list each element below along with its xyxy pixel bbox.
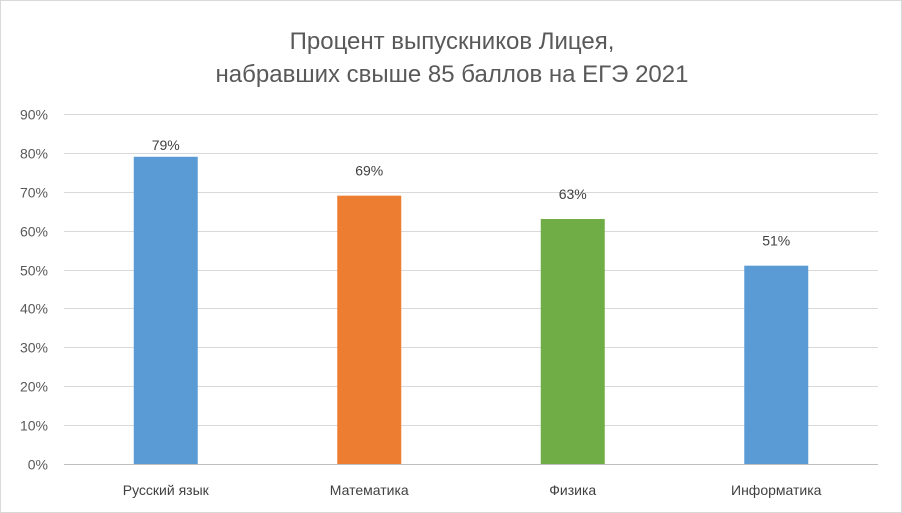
- y-tick-label: 0%: [28, 457, 48, 473]
- data-label: 79%: [152, 137, 180, 153]
- y-tick-label: 40%: [20, 301, 48, 317]
- bars: [133, 156, 809, 464]
- data-label: 63%: [559, 186, 587, 202]
- bar-2: [337, 195, 402, 464]
- y-tick-label: 70%: [20, 185, 48, 201]
- bar-4: [744, 265, 809, 464]
- y-tick-label: 60%: [20, 224, 48, 240]
- x-category-label: Физика: [549, 482, 596, 498]
- y-tick-label: 90%: [20, 107, 48, 123]
- y-tick-label: 80%: [20, 146, 48, 162]
- bar-1: [133, 156, 198, 464]
- chart-title-line-2: набравших свыше 85 баллов на ЕГЭ 2021: [215, 61, 689, 88]
- data-labels: 79% 69% 63% 51%: [152, 137, 791, 249]
- x-category-label: Русский язык: [123, 482, 210, 498]
- gridlines: [64, 114, 878, 465]
- data-label: 69%: [355, 163, 383, 179]
- x-axis: Русский язык Математика Физика Информатика: [123, 482, 822, 498]
- y-tick-label: 20%: [20, 379, 48, 395]
- data-label: 51%: [762, 233, 790, 249]
- x-category-label: Математика: [330, 482, 409, 498]
- chart-title-line-1: Процент выпускников Лицея,: [289, 28, 615, 55]
- chart-title: Процент выпускников Лицея, набравших свы…: [1, 25, 902, 91]
- y-tick-label: 30%: [20, 340, 48, 356]
- y-axis: 0% 10% 20% 30% 40% 50% 60% 70% 80% 90%: [20, 107, 48, 473]
- y-tick-label: 10%: [20, 418, 48, 434]
- bar-3: [540, 219, 605, 464]
- y-tick-label: 50%: [20, 263, 48, 279]
- x-category-label: Информатика: [731, 482, 822, 498]
